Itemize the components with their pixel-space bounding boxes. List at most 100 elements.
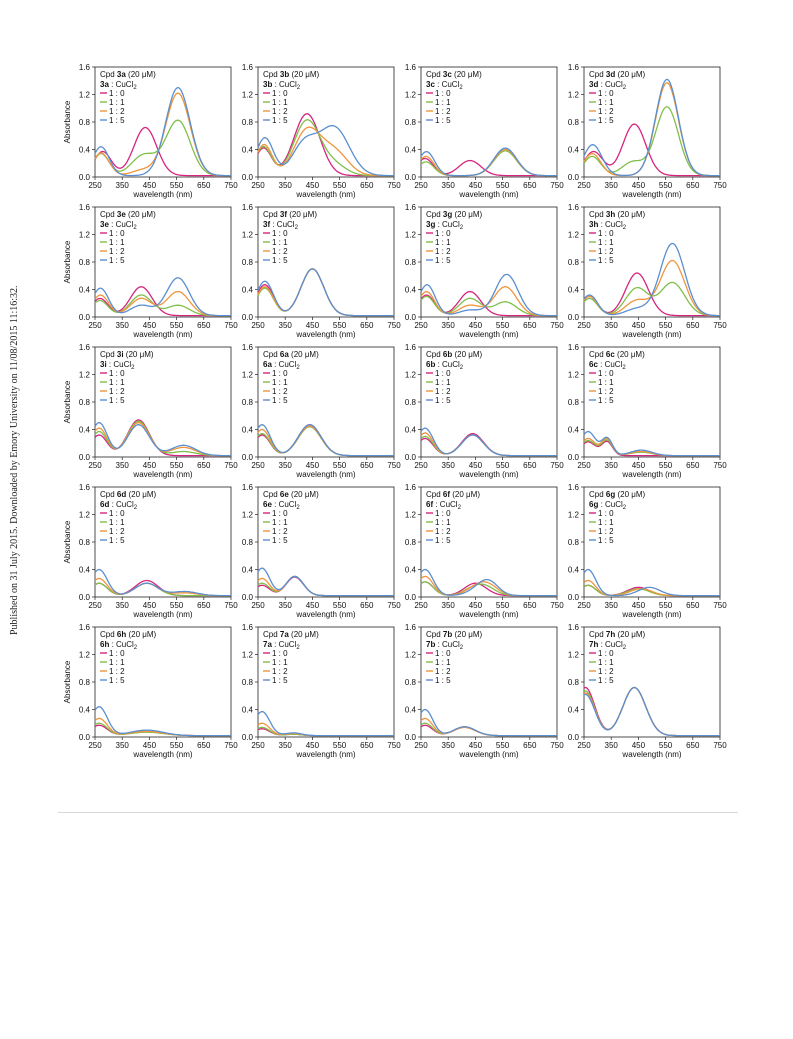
legend-entry-label: 1 : 0 <box>109 509 125 518</box>
legend-entry-label: 1 : 2 <box>435 107 451 116</box>
page-separator <box>58 812 738 813</box>
x-axis-label: wavelength (nm) <box>458 330 518 339</box>
x-tick-label: 550 <box>333 461 347 470</box>
legend-entry-label: 1 : 0 <box>109 369 125 378</box>
y-tick-label: 0.0 <box>79 453 91 462</box>
y-tick-label: 0.4 <box>242 706 254 715</box>
x-tick-label: 550 <box>333 741 347 750</box>
legend-entry-label: 1 : 2 <box>598 247 614 256</box>
x-tick-label: 650 <box>360 321 374 330</box>
legend-title: Cpd 6h (20 μM) <box>100 630 157 639</box>
x-axis-label: wavelength (nm) <box>295 190 355 199</box>
y-tick-label: 0.0 <box>568 733 580 742</box>
legend-entry-label: 1 : 5 <box>435 536 451 545</box>
chart-panel-3i: 250 350 450 550 650 750 0.0 0.4 0.8 1.2 1.6 wavelen… <box>63 343 238 479</box>
x-tick-label: 750 <box>387 321 401 330</box>
x-axis-label: wavelength (nm) <box>621 330 681 339</box>
x-tick-label: 350 <box>116 321 130 330</box>
y-tick-label: 1.2 <box>79 511 91 520</box>
series-line-1-2 <box>94 577 231 597</box>
y-tick-label: 0.0 <box>405 453 417 462</box>
legend-entry-label: 1 : 0 <box>435 649 451 658</box>
series-line-1-0 <box>257 576 394 597</box>
chart-panel-3g: 250 350 450 550 650 750 0.0 0.4 0.8 1.2 1.6 wavelen… <box>405 203 564 339</box>
x-tick-label: 350 <box>116 181 130 190</box>
y-tick-label: 1.2 <box>242 371 254 380</box>
y-tick-label: 1.2 <box>242 91 254 100</box>
y-tick-label: 0.8 <box>568 678 580 687</box>
x-tick-label: 550 <box>170 181 184 190</box>
x-tick-label: 250 <box>251 321 265 330</box>
y-tick-label: 0.4 <box>568 426 580 435</box>
legend-entry-label: 1 : 0 <box>598 229 614 238</box>
x-axis-label: wavelength (nm) <box>295 330 355 339</box>
x-tick-label: 650 <box>686 181 700 190</box>
x-tick-label: 750 <box>224 741 238 750</box>
y-tick-label: 0.4 <box>405 286 417 295</box>
chart-panel-6c: 250 350 450 550 650 750 0.0 0.4 0.8 1.2 1.6 wavelen… <box>568 343 727 479</box>
legend-entry-label: 1 : 5 <box>598 536 614 545</box>
y-tick-label: 1.6 <box>568 483 580 492</box>
legend-entry-label: 1 : 2 <box>598 107 614 116</box>
absorbance-figure-grid: 250 350 450 550 650 750 0.0 0.4 0.8 1.2 1.6 wavelen… <box>63 63 727 759</box>
y-tick-label: 1.2 <box>568 231 580 240</box>
series-line-1-2 <box>257 575 394 597</box>
y-tick-label: 1.6 <box>79 63 91 72</box>
y-tick-label: 0.0 <box>568 173 580 182</box>
y-tick-label: 0.8 <box>405 398 417 407</box>
y-tick-label: 1.6 <box>405 63 417 72</box>
y-tick-label: 0.8 <box>568 398 580 407</box>
x-tick-label: 750 <box>550 461 564 470</box>
legend-entry-label: 1 : 5 <box>109 676 125 685</box>
legend-entry-label: 1 : 1 <box>272 518 288 527</box>
y-tick-label: 0.8 <box>242 118 254 127</box>
legend-entry-label: 1 : 0 <box>272 229 288 238</box>
x-tick-label: 550 <box>659 181 673 190</box>
y-tick-label: 0.8 <box>568 118 580 127</box>
legend-title: Cpd 3c (20 μM) <box>426 70 482 79</box>
series-line-1-5 <box>257 567 394 597</box>
x-tick-label: 750 <box>713 181 727 190</box>
x-tick-label: 550 <box>170 741 184 750</box>
x-axis-label: wavelength (nm) <box>132 750 192 759</box>
legend-entry-label: 1 : 5 <box>109 256 125 265</box>
y-tick-label: 0.4 <box>242 566 254 575</box>
legend-entry-label: 1 : 1 <box>598 238 614 247</box>
x-tick-label: 750 <box>550 601 564 610</box>
x-tick-label: 650 <box>523 601 537 610</box>
x-tick-label: 250 <box>577 601 591 610</box>
x-tick-label: 750 <box>550 741 564 750</box>
x-axis-label: wavelength (nm) <box>132 470 192 479</box>
legend-entry-label: 1 : 1 <box>598 658 614 667</box>
legend-entry-label: 1 : 0 <box>272 369 288 378</box>
x-tick-label: 650 <box>197 321 211 330</box>
series-line-1-2 <box>257 722 394 737</box>
x-tick-label: 450 <box>469 741 483 750</box>
legend-title: Cpd 3i (20 μM) <box>100 350 154 359</box>
publication-sidenote-text: Published on 31 July 2015. Downloaded by… <box>9 285 20 635</box>
y-tick-label: 1.6 <box>242 483 254 492</box>
y-tick-label: 0.4 <box>242 286 254 295</box>
x-tick-label: 650 <box>360 601 374 610</box>
x-tick-label: 550 <box>333 181 347 190</box>
series-line-1-5 <box>420 708 557 737</box>
legend-entry-label: 1 : 5 <box>272 676 288 685</box>
x-tick-label: 550 <box>496 741 510 750</box>
y-tick-label: 0.4 <box>79 706 91 715</box>
legend-ratio: 6f : CuCl2 <box>426 500 462 511</box>
y-tick-label: 1.2 <box>568 511 580 520</box>
y-tick-label: 0.8 <box>242 398 254 407</box>
y-tick-label: 1.2 <box>242 511 254 520</box>
x-axis-label: wavelength (nm) <box>621 610 681 619</box>
legend-title: Cpd 3b (20 μM) <box>263 70 320 79</box>
x-tick-label: 250 <box>414 601 428 610</box>
legend-ratio: 7b : CuCl2 <box>426 640 464 651</box>
x-tick-label: 350 <box>442 741 456 750</box>
series-line-1-0 <box>583 123 720 177</box>
legend-ratio: 7a : CuCl2 <box>263 640 300 651</box>
x-tick-label: 250 <box>251 461 265 470</box>
legend-entry-label: 1 : 1 <box>598 518 614 527</box>
legend-title: Cpd 7b (20 μM) <box>426 630 483 639</box>
x-tick-label: 350 <box>605 601 619 610</box>
x-tick-label: 350 <box>116 741 130 750</box>
